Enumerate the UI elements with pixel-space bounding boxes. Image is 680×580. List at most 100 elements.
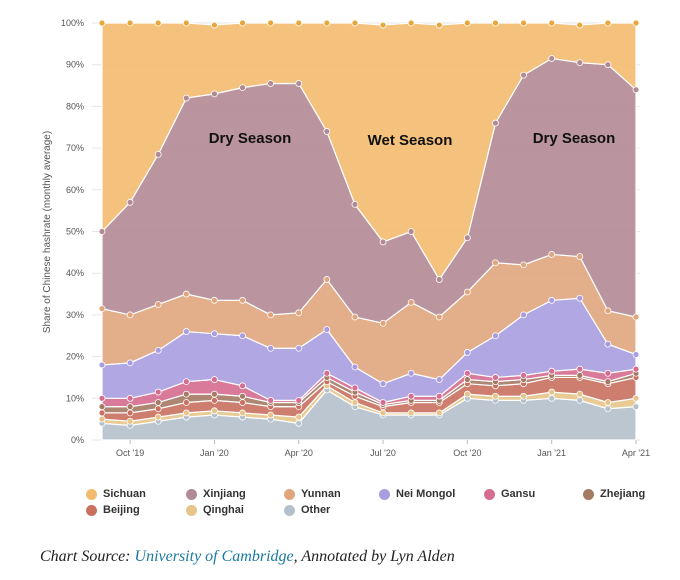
point-gansu	[267, 396, 275, 404]
point-gansu	[379, 399, 387, 406]
point-nei-mongol	[604, 340, 612, 348]
point-yunnan	[435, 313, 443, 321]
point-xinjiang	[463, 234, 471, 242]
area-layer	[101, 22, 637, 441]
point-gansu	[323, 369, 331, 377]
point-qinghai	[520, 392, 527, 400]
point-gansu	[632, 365, 640, 373]
point-beijing	[98, 409, 106, 417]
chart-legend: Sichuan Xinjiang Yunnan Nei Mongol Gansu Zhej…	[86, 488, 646, 524]
point-qinghai	[492, 392, 499, 400]
x-tick-label: Oct '20	[453, 448, 481, 458]
point-sichuan	[154, 19, 162, 27]
point-nei-mongol	[435, 376, 443, 383]
point-nei-mongol	[520, 311, 527, 319]
legend-label: Other	[301, 504, 331, 516]
point-xinjiang	[548, 55, 556, 62]
point-nei-mongol	[211, 330, 218, 338]
point-yunnan	[239, 296, 246, 304]
point-gansu	[126, 394, 134, 402]
point-sichuan	[463, 19, 471, 27]
legend-item-gansu[interactable]: Gansu	[484, 488, 535, 500]
legend-marker	[379, 488, 390, 500]
point-yunnan	[323, 276, 331, 283]
point-xinjiang	[407, 228, 415, 235]
legend-label: Yunnan	[301, 488, 341, 500]
caption-suffix: , Annotated by Lyn Alden	[293, 548, 455, 565]
legend-item-zhejiang[interactable]: Zhejiang	[583, 488, 645, 500]
point-qinghai	[548, 388, 556, 396]
legend-item-nei-mongol[interactable]: Nei Mongol	[379, 488, 455, 500]
legend-label: Qinghai	[203, 504, 244, 516]
point-xinjiang	[98, 228, 106, 235]
point-yunnan	[520, 261, 527, 269]
point-nei-mongol	[154, 346, 162, 354]
point-xinjiang	[323, 128, 331, 135]
legend-marker	[284, 488, 295, 500]
y-tick-label: 0%	[71, 435, 84, 445]
legend-item-xinjiang[interactable]: Xinjiang	[186, 488, 246, 500]
point-xinjiang	[351, 200, 359, 208]
point-xinjiang	[154, 150, 162, 158]
point-qinghai	[295, 413, 303, 421]
point-qinghai	[379, 409, 387, 417]
point-qinghai	[632, 394, 640, 402]
point-yunnan	[576, 253, 584, 260]
x-tick-label: Apr '20	[285, 448, 313, 458]
point-sichuan	[604, 19, 612, 27]
axis-layer: 0% 10% 20% 30% 40% 50% 60% 70% 80% 90% 100% Oct '19…	[61, 18, 650, 458]
point-xinjiang	[182, 94, 190, 102]
point-qinghai	[211, 407, 218, 415]
point-yunnan	[126, 311, 134, 319]
point-nei-mongol	[351, 363, 359, 371]
point-other	[604, 405, 612, 413]
point-sichuan	[351, 19, 359, 27]
chart-source-caption: Chart Source: University of Cambridge, A…	[40, 548, 455, 566]
point-zhejiang	[463, 376, 471, 383]
x-tick-label: Jan '20	[200, 448, 229, 458]
point-zhejiang	[576, 371, 584, 379]
point-qinghai	[604, 399, 612, 406]
point-sichuan	[379, 21, 387, 29]
marker-layer	[98, 19, 640, 429]
point-beijing	[154, 405, 162, 413]
legend-item-yunnan[interactable]: Yunnan	[284, 488, 341, 500]
season-annotation: Dry Season	[209, 130, 292, 147]
point-other	[632, 403, 640, 411]
y-tick-label: 70%	[66, 143, 84, 153]
chart-container: 0% 10% 20% 30% 40% 50% 60% 70% 80% 90% 100% Oct '19…	[42, 18, 650, 524]
x-tick-label: Oct '19	[116, 448, 144, 458]
point-sichuan	[239, 19, 246, 27]
point-xinjiang	[492, 119, 499, 127]
point-yunnan	[295, 309, 303, 317]
point-qinghai	[351, 399, 359, 406]
point-zhejiang	[239, 392, 246, 400]
point-nei-mongol	[492, 332, 499, 340]
point-zhejiang	[604, 378, 612, 386]
point-nei-mongol	[239, 332, 246, 340]
point-sichuan	[98, 19, 106, 27]
point-gansu	[239, 382, 246, 390]
point-gansu	[576, 365, 584, 373]
legend-label: Xinjiang	[203, 488, 246, 500]
point-sichuan	[126, 19, 134, 27]
point-nei-mongol	[323, 326, 331, 333]
source-link[interactable]: University of Cambridge	[134, 548, 294, 565]
point-sichuan	[182, 19, 190, 27]
y-tick-label: 90%	[66, 60, 84, 70]
point-beijing	[182, 399, 190, 406]
point-gansu	[548, 367, 556, 375]
x-tick-label: Apr '21	[622, 448, 650, 458]
legend-item-other[interactable]: Other	[284, 504, 330, 516]
legend-item-qinghai[interactable]: Qinghai	[186, 504, 244, 516]
legend-item-sichuan[interactable]: Sichuan	[86, 488, 146, 500]
point-sichuan	[548, 19, 556, 27]
point-xinjiang	[267, 80, 275, 87]
y-tick-label: 100%	[61, 18, 84, 28]
legend-item-beijing[interactable]: Beijing	[86, 504, 140, 516]
point-qinghai	[239, 409, 246, 417]
point-qinghai	[182, 409, 190, 417]
point-beijing	[126, 409, 134, 417]
point-beijing	[211, 396, 218, 404]
point-gansu	[211, 376, 218, 383]
